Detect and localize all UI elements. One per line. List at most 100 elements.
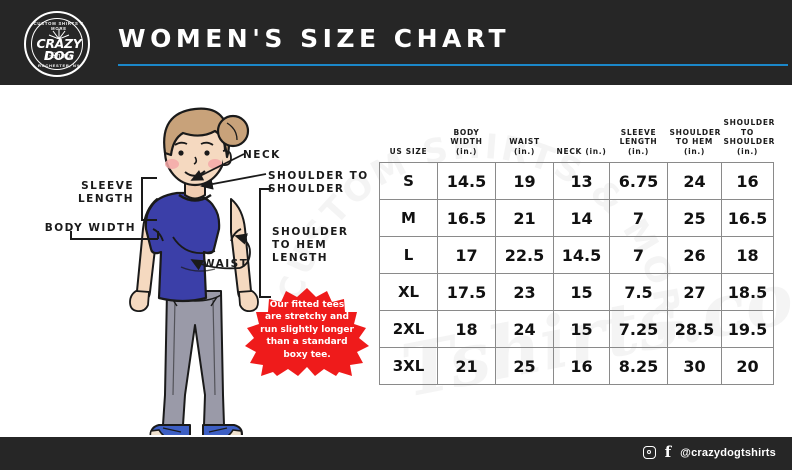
size-label-cell: XL	[379, 273, 438, 311]
label-neck: NECK	[243, 149, 281, 161]
label-sleeve-length-line2: LENGTH	[77, 193, 134, 205]
fitted-tee-note-text: Our fitted tees are stretchy and run sli…	[252, 299, 362, 361]
label-sleeve-length: SLEEVE LENGTH	[56, 180, 134, 206]
label-sth-line3: LENGTH	[272, 252, 329, 264]
instagram-icon[interactable]	[642, 446, 656, 459]
column-header-6: SHOULDER TO SHOULDER (in.)	[722, 118, 776, 163]
sth-bracket-bottom	[259, 296, 271, 298]
footer-social-group: f @crazydogtshirts	[642, 443, 776, 461]
table-row: XL 17.5 23 15 7.5 27 18.5	[379, 273, 774, 311]
sth-bracket-vertical	[259, 188, 261, 298]
logo-main-text: CRAZY DOG	[36, 36, 82, 63]
badge-line-4: than a standard	[266, 337, 348, 348]
measurement-cell: 21	[495, 199, 554, 237]
column-header-line: SLEEVE	[620, 127, 657, 137]
body-width-tick-right	[157, 231, 159, 239]
column-header-line: TO HEM	[675, 137, 714, 146]
measurement-cell: 16.5	[721, 199, 774, 237]
body-width-tick-left	[70, 231, 72, 239]
column-header-line: (in.)	[736, 146, 759, 156]
label-sth-line2: TO HEM	[272, 239, 328, 251]
label-shoulder-to-shoulder: SHOULDER TO SHOULDER	[268, 170, 388, 196]
column-header-line: (in.)	[627, 146, 650, 156]
measurement-cell: 27	[667, 273, 722, 311]
column-header-line: US SIZE	[389, 146, 428, 156]
woman-figure-illustration	[129, 107, 259, 435]
measurement-cell: 16	[721, 162, 774, 200]
logo-arc-bottom-text: ROCHESTER, NY	[38, 63, 80, 68]
size-table-header-row: US SIZE BODY WIDTH (in.) WAIST (in.) NECK (in…	[380, 118, 776, 163]
measurement-cell: 28.5	[667, 310, 722, 348]
label-shoulder-to-hem-length: SHOULDER TO HEM LENGTH	[272, 226, 382, 265]
fitted-tee-note-badge	[245, 288, 369, 376]
measurement-cell: 30	[667, 347, 722, 385]
measurement-cell: 14.5	[553, 236, 610, 274]
size-label-cell: 2XL	[379, 310, 438, 348]
measurement-cell: 25	[667, 199, 722, 237]
measurement-cell: 7	[609, 236, 668, 274]
size-label-cell: 3XL	[379, 347, 438, 385]
measurement-cell: 16	[553, 347, 610, 385]
logo-arc-top-text: CUSTOM SHIRTS & MORE	[33, 21, 85, 31]
facebook-icon[interactable]: f	[664, 443, 672, 461]
column-header-3: NECK (in.)	[554, 118, 610, 163]
column-header-line: SHOULDER	[723, 137, 776, 146]
page-title: WOMEN'S SIZE CHART	[118, 24, 511, 53]
measurement-cell: 17	[437, 236, 496, 274]
sleeve-bracket-bottom	[141, 219, 157, 221]
size-label-cell: L	[379, 236, 438, 274]
badge-line-1: Our fitted tees	[269, 300, 345, 310]
label-sts-line2: SHOULDER	[268, 183, 345, 195]
column-header-line: WIDTH	[450, 137, 483, 146]
measurement-cell: 22.5	[495, 236, 554, 274]
header-bar: CUSTOM SHIRTS & MORE CRAZY DOG T-Shirts …	[0, 0, 792, 85]
column-header-line: BODY	[453, 127, 480, 137]
column-header-2: WAIST (in.)	[496, 118, 554, 163]
measurement-cell: 7	[609, 199, 668, 237]
table-row: 3XL 21 25 16 8.25 30 20	[379, 347, 774, 385]
measurement-cell: 15	[553, 310, 610, 348]
size-table-container: US SIZE BODY WIDTH (in.) WAIST (in.) NECK (in…	[379, 118, 774, 385]
measurement-cell: 18	[437, 310, 496, 348]
size-label-cell: S	[379, 162, 438, 200]
table-row: M 16.5 21 14 7 25 16.5	[379, 199, 774, 237]
brand-logo: CUSTOM SHIRTS & MORE CRAZY DOG T-Shirts …	[24, 11, 90, 77]
measurement-cell: 13	[553, 162, 610, 200]
table-row: S 14.5 19 13 6.75 24 16	[379, 162, 774, 200]
measurement-cell: 24	[495, 310, 554, 348]
measurement-cell: 17.5	[437, 273, 496, 311]
column-header-5: SHOULDER TO HEM (in.)	[668, 118, 722, 163]
column-header-1: BODY WIDTH (in.)	[438, 118, 496, 163]
measurement-cell: 18.5	[721, 273, 774, 311]
logo-sub-text: T-Shirts	[45, 52, 73, 60]
size-table-body: S 14.5 19 13 6.75 24 16 M 16.5 21 14 7 25 16.5 L 17 22.5…	[379, 162, 774, 385]
shoulder-to-shoulder-arrow	[200, 173, 267, 190]
measurement-cell: 23	[495, 273, 554, 311]
measurement-cell: 20	[721, 347, 774, 385]
size-table: US SIZE BODY WIDTH (in.) WAIST (in.) NECK (in…	[379, 118, 774, 385]
measurement-cell: 14	[553, 199, 610, 237]
label-sleeve-length-line1: SLEEVE	[81, 180, 134, 192]
measurement-cell: 6.75	[609, 162, 668, 200]
column-header-line: LENGTH	[619, 137, 658, 146]
waist-arrow	[190, 233, 251, 271]
sth-bracket-top	[259, 188, 271, 190]
table-row: L 17 22.5 14.5 7 26 18	[379, 236, 774, 274]
badge-line-2: are stretchy and	[265, 312, 349, 323]
column-header-line: SHOULDER TO	[723, 118, 776, 137]
sunburst-icon	[48, 29, 70, 39]
measurement-cell: 26	[667, 236, 722, 274]
social-handle[interactable]: @crazydogtshirts	[680, 446, 776, 459]
neck-arrow	[190, 153, 245, 181]
label-sts-line1: SHOULDER TO	[268, 170, 369, 182]
column-header-line: (in.)	[455, 146, 478, 156]
measurement-cell: 14.5	[437, 162, 496, 200]
measurement-cell: 18	[721, 236, 774, 274]
footer-bar: f @crazydogtshirts	[0, 437, 792, 470]
column-header-0: US SIZE	[380, 118, 438, 163]
badge-line-5: boxy tee.	[283, 349, 331, 360]
measurement-cell: 19.5	[721, 310, 774, 348]
body-width-leader	[70, 238, 158, 240]
size-table-head: US SIZE BODY WIDTH (in.) WAIST (in.) NECK (in…	[380, 118, 776, 163]
